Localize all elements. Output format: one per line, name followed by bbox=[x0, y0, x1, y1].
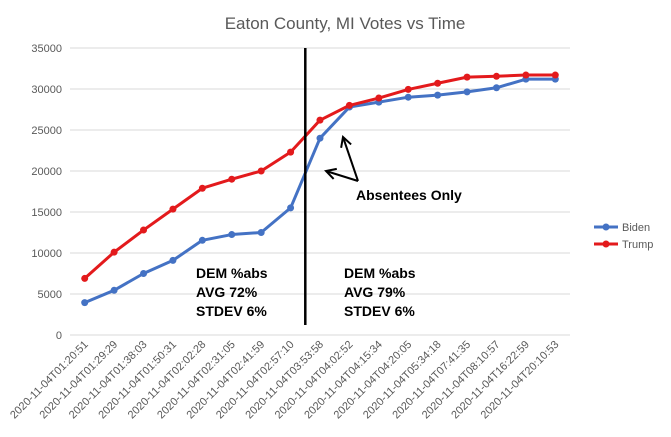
data-point-biden bbox=[110, 286, 118, 294]
data-point-trump bbox=[228, 175, 236, 183]
arrow-to-marker-head bbox=[324, 167, 337, 180]
data-point-biden bbox=[228, 231, 236, 239]
y-tick-label: 10000 bbox=[31, 248, 62, 260]
data-point-trump bbox=[110, 248, 118, 256]
left-annotation-line: DEM %abs bbox=[196, 265, 268, 281]
legend: Biden Trump bbox=[594, 222, 653, 251]
legend-marker-biden bbox=[602, 223, 610, 231]
data-point-trump bbox=[287, 148, 295, 156]
data-point-biden bbox=[492, 84, 500, 92]
data-point-biden bbox=[198, 236, 206, 244]
arrow-to-marker bbox=[325, 170, 359, 182]
gridlines bbox=[70, 47, 570, 336]
data-point-trump bbox=[140, 226, 148, 234]
annotations: Absentees Only DEM %abs AVG 72% STDEV 6% DEM… bbox=[196, 135, 462, 319]
series-line-biden bbox=[84, 77, 556, 304]
y-tick-label: 0 bbox=[56, 330, 62, 342]
series-lines bbox=[81, 71, 559, 307]
y-tick-label: 25000 bbox=[31, 125, 62, 137]
data-point-biden bbox=[169, 256, 177, 264]
data-point-biden bbox=[257, 229, 265, 236]
arrow-to-biden-jump bbox=[342, 136, 359, 182]
data-point-biden bbox=[404, 93, 412, 101]
legend-label-trump: Trump bbox=[622, 239, 653, 251]
y-tick-label: 35000 bbox=[31, 43, 62, 55]
legend-marker-trump bbox=[602, 240, 610, 248]
data-point-trump bbox=[81, 274, 89, 282]
data-point-biden bbox=[81, 299, 89, 307]
data-point-trump bbox=[345, 101, 353, 109]
data-point-trump bbox=[551, 71, 559, 79]
data-point-biden bbox=[140, 270, 148, 277]
data-point-biden bbox=[463, 88, 471, 96]
data-point-trump bbox=[316, 116, 324, 124]
data-point-biden bbox=[316, 134, 324, 142]
x-axis-tick-labels: 2020-11-04T01:20:512020-11-04T01:29:2920… bbox=[8, 339, 561, 422]
data-point-trump bbox=[169, 205, 177, 213]
right-annotation-line: STDEV 6% bbox=[344, 303, 415, 319]
arrow-to-biden-jump-head bbox=[340, 135, 352, 149]
y-tick-label: 20000 bbox=[31, 166, 62, 178]
data-point-trump bbox=[375, 94, 383, 102]
data-point-trump bbox=[404, 85, 412, 93]
right-annotation-line: AVG 79% bbox=[344, 284, 406, 300]
legend-label-biden: Biden bbox=[622, 222, 650, 234]
absentees-only-label: Absentees Only bbox=[356, 187, 462, 203]
data-point-trump bbox=[434, 79, 442, 87]
chart-title: Eaton County, MI Votes vs Time bbox=[225, 14, 466, 33]
y-axis-tick-labels: 0 5000 10000 15000 20000 25000 30000 35000 bbox=[31, 43, 62, 342]
data-point-trump bbox=[198, 184, 206, 192]
data-point-biden bbox=[287, 204, 295, 212]
series-line-trump bbox=[83, 73, 556, 280]
data-point-trump bbox=[257, 167, 265, 175]
left-annotation-line: AVG 72% bbox=[196, 284, 258, 300]
y-tick-label: 30000 bbox=[31, 84, 62, 96]
data-point-biden bbox=[434, 91, 442, 99]
left-annotation-line: STDEV 6% bbox=[196, 303, 267, 319]
data-point-trump bbox=[522, 71, 530, 79]
data-point-trump bbox=[492, 72, 500, 80]
y-tick-label: 15000 bbox=[31, 207, 62, 219]
right-annotation-line: DEM %abs bbox=[344, 265, 416, 281]
data-point-trump bbox=[463, 73, 471, 81]
y-tick-label: 5000 bbox=[38, 289, 62, 301]
